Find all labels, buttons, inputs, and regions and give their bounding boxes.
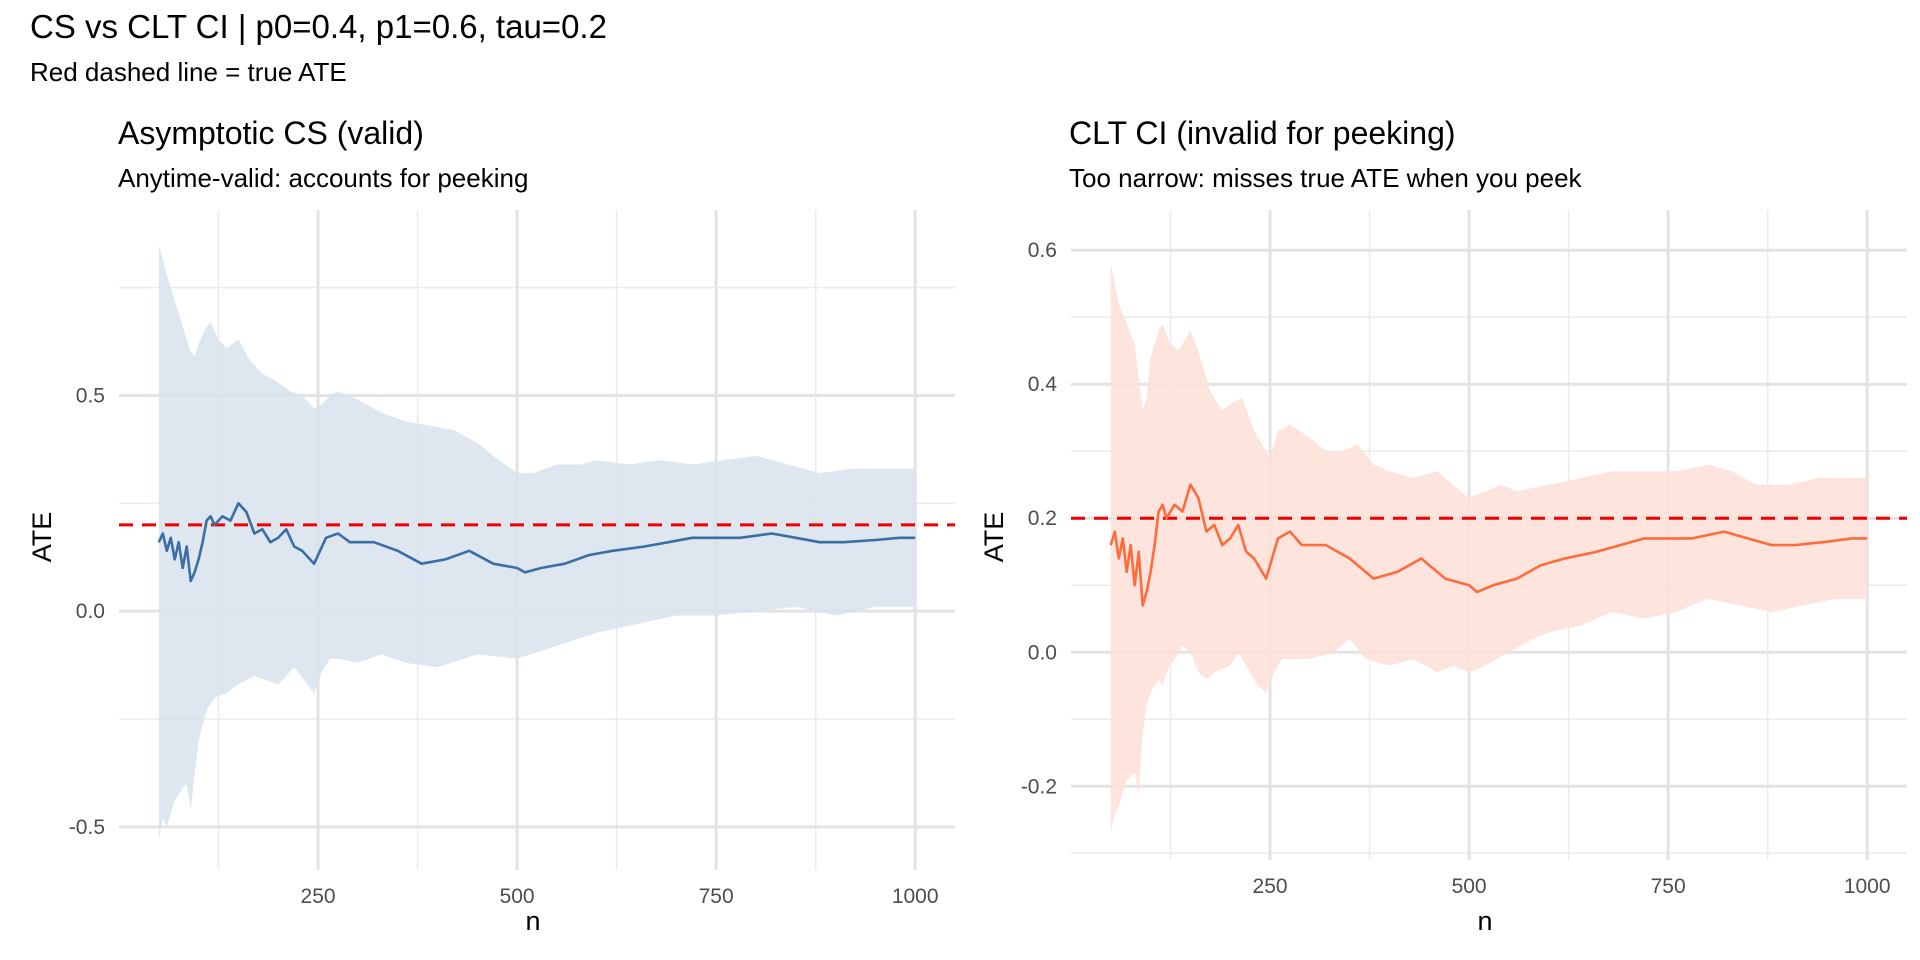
y-tick-label: -0.2 <box>1021 775 1057 798</box>
confidence-band <box>1110 263 1868 834</box>
x-tick-label: 250 <box>1253 875 1288 898</box>
panel-title: CLT CI (invalid for peeking) <box>1069 115 1456 151</box>
x-tick-label: 750 <box>699 885 734 908</box>
y-tick-label: -0.5 <box>69 816 105 839</box>
y-axis-title: ATE <box>979 512 1009 563</box>
y-tick-label: 0.2 <box>1028 507 1057 530</box>
panel-subtitle: Too narrow: misses true ATE when you pee… <box>1069 163 1583 193</box>
x-axis-title: n <box>1477 906 1492 936</box>
y-tick-label: 0.0 <box>76 600 105 623</box>
y-tick-label: 0.0 <box>1028 641 1057 664</box>
panel-asymptotic-cs: Asymptotic CS (valid) Anytime-valid: acc… <box>27 115 955 936</box>
estimate-line <box>1109 483 1868 607</box>
y-tick-label: 0.4 <box>1028 373 1058 396</box>
x-tick-label: 500 <box>500 885 535 908</box>
x-tick-label: 500 <box>1452 875 1487 898</box>
panel-title: Asymptotic CS (valid) <box>118 115 424 151</box>
x-axis-title: n <box>525 906 540 936</box>
x-tick-label: 750 <box>1651 875 1686 898</box>
y-tick-label: 0.6 <box>1028 239 1057 262</box>
figure-subtitle: Red dashed line = true ATE <box>30 57 347 87</box>
panel-clt-ci: CLT CI (invalid for peeking) Too narrow:… <box>979 115 1907 936</box>
y-axis-title: ATE <box>27 512 57 563</box>
tick-labels: 250 500 750 1000 -0.5 0.0 0.5 <box>69 384 939 908</box>
figure-title: CS vs CLT CI | p0=0.4, p1=0.6, tau=0.2 <box>30 8 607 45</box>
estimate-line <box>157 502 916 583</box>
x-tick-label: 1000 <box>1844 875 1891 898</box>
x-tick-label: 250 <box>301 885 336 908</box>
x-tick-label: 1000 <box>892 885 939 908</box>
confidence-band <box>158 244 916 840</box>
y-tick-label: 0.5 <box>76 384 105 407</box>
tick-labels: 250 500 750 1000 -0.2 0.0 0.2 0.4 0.6 <box>1021 239 1891 898</box>
panel-subtitle: Anytime-valid: accounts for peeking <box>118 163 528 193</box>
